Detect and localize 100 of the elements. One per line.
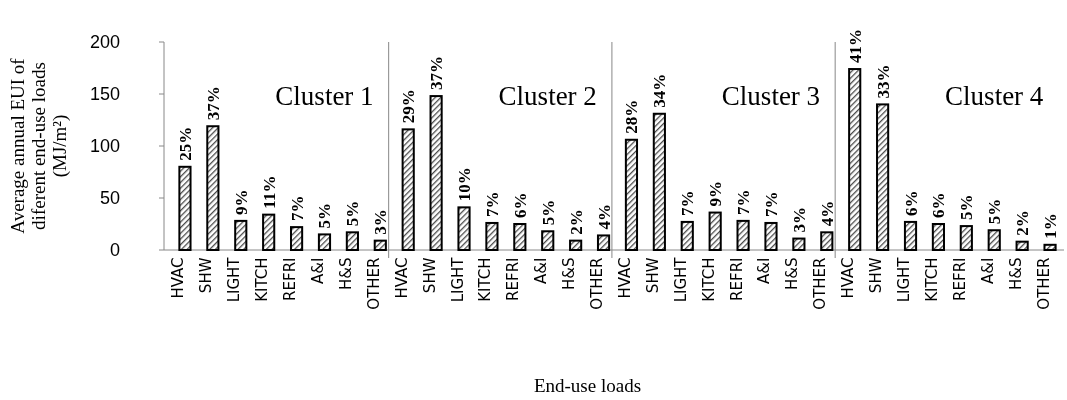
x-tick-label: H&S <box>560 257 579 290</box>
annotation: 33% <box>873 64 893 99</box>
annotation: 7% <box>734 189 754 215</box>
annotation: 37% <box>427 56 447 91</box>
x-tick-label: HVAC <box>839 257 858 299</box>
annotation: 4% <box>817 200 837 227</box>
annotation: 5% <box>538 199 558 226</box>
x-tick-label: KITCH <box>699 257 718 302</box>
annotation: Cluster 3 <box>721 81 821 111</box>
annotation: 5% <box>315 202 335 229</box>
bar <box>596 234 611 251</box>
annotation: 1% <box>1041 213 1061 239</box>
x-tick-label: OTHER <box>811 257 830 310</box>
bar <box>541 230 555 251</box>
x-tick-label: REFRI <box>281 257 300 301</box>
bar <box>345 231 359 251</box>
bar <box>457 206 471 251</box>
x-tick-label: LIGHT <box>895 256 914 303</box>
x-tick-label: KITCH <box>922 257 941 302</box>
bar <box>317 233 332 251</box>
x-tick-label: OTHER <box>364 257 383 310</box>
annotation: 6% <box>901 190 921 216</box>
annotation: 25% <box>175 126 195 161</box>
x-tick-label: REFRI <box>504 257 523 301</box>
bar <box>1015 240 1029 251</box>
x-tick-label: SHW <box>643 257 662 294</box>
x-tick-label: H&S <box>336 257 355 290</box>
annotation: 6% <box>929 192 949 218</box>
annotation: 7% <box>287 195 307 222</box>
bar <box>876 103 890 251</box>
bar <box>708 211 722 251</box>
bar <box>373 239 387 251</box>
annotation: Cluster 1 <box>275 81 374 111</box>
annotation: 4% <box>594 203 614 230</box>
x-tick-label: H&S <box>783 257 802 290</box>
x-tick-label: REFRI <box>950 257 969 301</box>
y-tick-label: 0 <box>109 240 120 261</box>
x-tick-label: LIGHT <box>225 256 244 303</box>
x-tick-label: SHW <box>867 257 886 294</box>
annotation: 10% <box>455 167 475 202</box>
annotation: 5% <box>957 194 977 221</box>
bar <box>569 239 583 251</box>
bar <box>736 219 750 251</box>
annotation: 3% <box>371 209 391 235</box>
bar <box>624 138 639 251</box>
y-tick-label: 100 <box>89 136 120 157</box>
bar <box>485 221 499 251</box>
bar <box>401 128 415 251</box>
y-tick-label: 150 <box>89 84 120 105</box>
x-tick-label: HVAC <box>615 257 634 299</box>
annotation: Cluster 4 <box>945 81 1044 111</box>
x-tick-label: HVAC <box>169 257 188 299</box>
y-axis-title: Average annual EUI of diferent end-use loads (MJ/m²) <box>7 57 71 234</box>
annotation: 7% <box>761 191 781 217</box>
x-tick-label: A&I <box>978 257 997 284</box>
x-tick-label: KITCH <box>253 257 272 302</box>
annotation: Cluster 2 <box>498 81 597 111</box>
bar <box>234 219 248 251</box>
annotation: 2% <box>1013 210 1033 236</box>
annotation: 2% <box>566 209 586 235</box>
bar <box>792 237 806 251</box>
bar <box>903 220 918 251</box>
x-tick-label: HVAC <box>392 257 411 299</box>
bar <box>262 213 276 251</box>
bar <box>820 231 834 251</box>
annotation: 5% <box>985 198 1005 225</box>
annotation: 41% <box>845 29 865 64</box>
bar <box>652 112 666 251</box>
x-axis-title: End-use loads <box>533 375 642 396</box>
bar <box>764 221 778 251</box>
x-tick-label: A&I <box>755 257 774 284</box>
bar <box>987 229 1001 251</box>
annotation: 6% <box>510 192 530 218</box>
annotation: 7% <box>678 190 698 216</box>
annotation: 9% <box>231 189 251 215</box>
annotation: 29% <box>399 89 419 124</box>
y-tick-label: 50 <box>99 188 120 209</box>
x-tick-label: A&I <box>308 257 327 284</box>
annotation: 28% <box>622 99 642 134</box>
x-tick-label: SHW <box>197 257 216 294</box>
bar <box>206 125 220 251</box>
bar <box>178 165 192 251</box>
x-tick-label: OTHER <box>1034 257 1053 310</box>
bar <box>959 225 973 251</box>
x-tick-label: LIGHT <box>448 256 467 303</box>
annotation: 37% <box>203 86 223 121</box>
x-tick-label: A&I <box>532 257 551 284</box>
annotation: 7% <box>482 191 502 217</box>
bar <box>429 95 443 251</box>
annotation: 9% <box>706 181 726 207</box>
x-tick-label: KITCH <box>476 257 495 302</box>
annotation: 3% <box>789 207 809 233</box>
y-tick-label: 200 <box>89 32 120 53</box>
x-tick-label: LIGHT <box>671 256 690 303</box>
x-tick-label: SHW <box>420 257 439 294</box>
bar <box>290 226 304 251</box>
bar <box>931 223 945 251</box>
x-tick-label: H&S <box>1006 257 1025 290</box>
annotation: 5% <box>343 200 363 227</box>
annotation: 34% <box>650 73 670 108</box>
